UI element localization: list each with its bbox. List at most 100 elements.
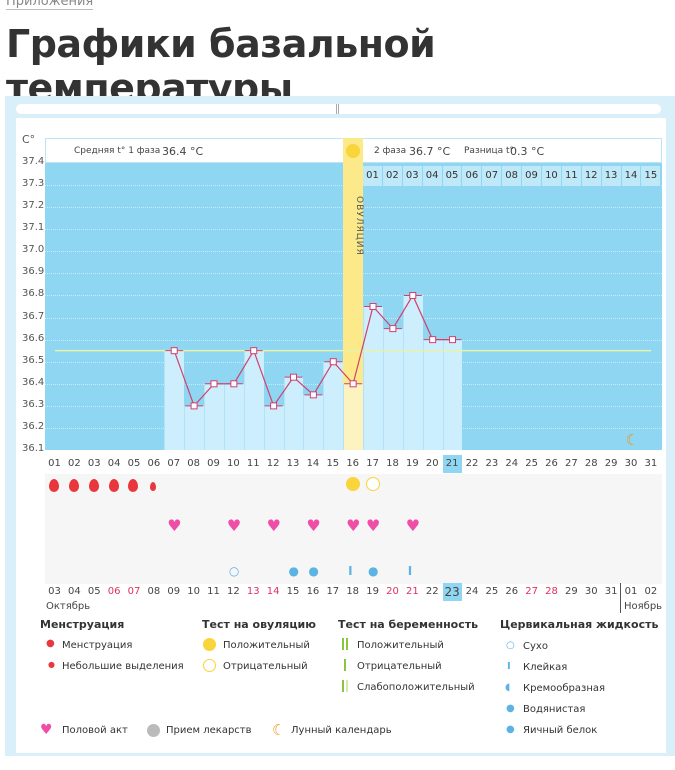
temperature-bar: [283, 377, 304, 450]
calendar-date[interactable]: 23: [442, 583, 462, 601]
temperature-bar: [303, 394, 324, 450]
temperature-bar: [343, 383, 364, 450]
cycle-day-number: 17: [366, 458, 379, 469]
sun-negative-icon: [203, 659, 216, 672]
temperature-bar: [442, 339, 463, 450]
legend-item: Половой акт: [62, 725, 128, 736]
horizontal-scrollbar[interactable]: [16, 104, 661, 114]
heart-icon: ♥: [40, 722, 53, 738]
cycle-day-number: 11: [246, 458, 260, 469]
y-tick-label: 36.2: [22, 420, 45, 432]
calendar-date: 13: [246, 586, 260, 597]
menstruation-drop-icon: [108, 478, 119, 492]
legend-item: Отрицательный: [357, 661, 442, 672]
diff-value: 0.3 °C: [510, 145, 545, 158]
cycle-day-number: 28: [584, 458, 598, 469]
calendar-date: 29: [565, 586, 578, 597]
cycle-day-number: 23: [485, 458, 499, 469]
y-tick-label: 36.3: [22, 398, 45, 410]
temperature-bar: [204, 383, 224, 450]
cycle-day-number: 27: [565, 458, 578, 469]
ovulation-sun-icon: [346, 144, 361, 158]
cervical-sticky-icon: I: [407, 564, 413, 578]
temperature-bar: [223, 383, 244, 450]
temperature-bar: [382, 328, 403, 450]
calendar-date: 02: [644, 586, 658, 597]
calendar-date: 22: [425, 586, 439, 597]
symptoms-grid: [45, 474, 662, 584]
y-tick-label: 37.4: [22, 156, 45, 167]
test-weak-icon: [342, 680, 348, 692]
phase2-day: 11: [561, 166, 582, 186]
cycle-day-number[interactable]: 21: [442, 455, 462, 473]
temperature-bar: [243, 350, 264, 450]
creamy-icon: ◖: [505, 682, 511, 693]
menstruation-drop-icon: [150, 481, 157, 491]
calendar-date: 25: [485, 586, 499, 597]
calendar-date: 28: [545, 586, 558, 597]
legend-item: Клейкая: [523, 662, 568, 673]
phase2-day: 03: [402, 166, 423, 186]
scroll-grip[interactable]: [336, 104, 339, 114]
cycle-day-number: 03: [87, 458, 101, 469]
calendar-date: 27: [525, 586, 538, 597]
cycle-day-number: 25: [525, 458, 538, 469]
phase2-day: 04: [422, 166, 443, 186]
calendar-date: 20: [386, 586, 399, 597]
calendar-date: 30: [584, 586, 598, 597]
phase2-day: 12: [581, 166, 602, 186]
phase2-day: 10: [542, 166, 562, 186]
menstruation-drop-icon: [68, 478, 79, 492]
cervical-egg-white-icon: ●: [368, 564, 379, 578]
calendar-date: 09: [167, 586, 181, 597]
heart-icon: ♥: [405, 516, 421, 535]
legend-item: Яичный белок: [523, 725, 598, 736]
dry-icon: ○: [506, 640, 515, 651]
calendar-date: 14: [266, 586, 280, 597]
phase2-day: 05: [442, 166, 463, 186]
cycle-day-number: 12: [266, 458, 280, 469]
calendar-date: 11: [207, 586, 220, 597]
legend-pregnancy-title: Тест на беременность: [338, 618, 479, 631]
y-tick-label: 36.1: [22, 443, 45, 455]
cycle-day-number: 29: [604, 458, 618, 469]
calendar-date: 06: [107, 586, 121, 597]
sun-positive-icon: [203, 638, 216, 651]
diff-label: Разница t°: [464, 146, 514, 156]
calendar-date: 03: [48, 586, 61, 597]
phase2-day: 13: [601, 166, 622, 186]
calendar-date: 24: [465, 586, 479, 597]
temperature-bar: [363, 306, 383, 450]
ovulation-label: ОВУЛЯЦИЯ: [354, 196, 364, 256]
breadcrumb-link[interactable]: Приложения: [6, 0, 94, 10]
phase2-day: 07: [482, 166, 503, 186]
cervical-sticky-icon: I: [348, 564, 353, 578]
month-november: Ноябрь: [624, 601, 663, 612]
y-tick-label: 37.3: [22, 178, 45, 190]
y-tick-label: 36.7: [22, 310, 45, 322]
calendar-date: 21: [405, 586, 419, 597]
cycle-day-number: 15: [326, 458, 340, 469]
phase2-value: 36.7 °C: [409, 145, 451, 158]
legend-item: Слабоположительный: [357, 682, 475, 693]
phase2-day: 06: [462, 166, 483, 186]
cycle-day-number: 09: [207, 458, 220, 469]
pill-icon: [147, 724, 160, 737]
cycle-day-number: 07: [167, 458, 181, 469]
calendar-date: 26: [505, 586, 519, 597]
drop-icon: ●: [46, 638, 55, 649]
phase2-day: 08: [502, 166, 523, 186]
heart-icon: ♥: [306, 516, 321, 535]
calendar-date: 10: [187, 586, 201, 597]
heart-icon: ♥: [167, 516, 182, 535]
menstruation-drop-icon: [88, 478, 99, 492]
legend-item: Сухо: [523, 641, 548, 652]
phase2-day: 14: [621, 166, 642, 186]
phase1-value: 36.4 °C: [162, 145, 204, 158]
cycle-day-number: 10: [227, 458, 240, 469]
cycle-day-number: 19: [405, 458, 419, 469]
cervical-watery-icon: ●: [288, 564, 299, 578]
calendar-date: 17: [326, 586, 340, 597]
ovulation-test-positive-icon: [346, 477, 361, 491]
calendar-date: 05: [87, 586, 101, 597]
